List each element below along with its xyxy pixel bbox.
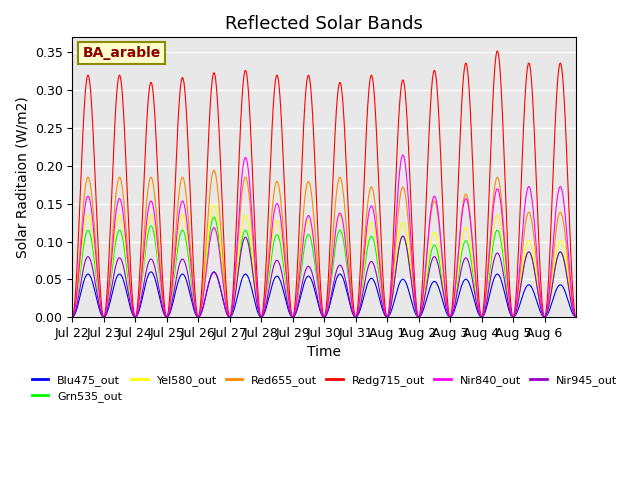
Red655_out <box>495 179 503 185</box>
Line: Nir840_out: Nir840_out <box>72 155 576 317</box>
Grn535_out <box>465 245 473 251</box>
Yel580_out <box>572 314 580 320</box>
Redg715_out <box>495 57 503 63</box>
Line: Red655_out: Red655_out <box>72 170 576 317</box>
Blu475_out <box>566 305 574 311</box>
Red655_out <box>68 314 76 320</box>
Red655_out <box>566 286 574 291</box>
Nir945_out <box>399 233 406 239</box>
Yel580_out <box>388 290 396 296</box>
Nir840_out <box>172 247 179 252</box>
Blu475_out <box>572 314 580 320</box>
Red655_out <box>465 203 473 208</box>
Nir945_out <box>572 314 580 320</box>
Red655_out <box>210 168 218 173</box>
Nir945_out <box>495 252 503 258</box>
Nir840_out <box>388 275 396 281</box>
Nir840_out <box>566 278 574 284</box>
Grn535_out <box>210 214 218 220</box>
Yel580_out <box>433 235 441 240</box>
Nir840_out <box>68 314 76 320</box>
Nir945_out <box>172 280 179 286</box>
Red655_out <box>172 233 179 239</box>
Redg715_out <box>566 245 574 251</box>
Blu475_out <box>172 288 179 294</box>
Blu475_out <box>495 273 503 278</box>
Red655_out <box>572 314 580 320</box>
Nir840_out <box>572 314 580 320</box>
Red655_out <box>433 205 441 211</box>
Grn535_out <box>566 297 574 302</box>
Legend: Blu475_out, Grn535_out, Yel580_out, Red655_out, Redg715_out, Nir840_out, Nir945_: Blu475_out, Grn535_out, Yel580_out, Red6… <box>28 370 621 407</box>
Yel580_out <box>465 233 473 239</box>
Blu475_out <box>147 269 155 275</box>
Nir945_out <box>388 295 396 300</box>
Title: Reflected Solar Bands: Reflected Solar Bands <box>225 15 423 33</box>
Redg715_out <box>572 314 580 320</box>
Blu475_out <box>465 280 473 286</box>
Redg715_out <box>493 48 501 54</box>
Redg715_out <box>433 80 440 86</box>
Nir945_out <box>68 314 76 320</box>
Redg715_out <box>388 257 396 263</box>
Grn535_out <box>388 294 396 300</box>
Nir945_out <box>433 257 441 263</box>
Grn535_out <box>572 314 580 320</box>
Yel580_out <box>172 255 179 261</box>
Nir840_out <box>399 152 406 158</box>
Grn535_out <box>68 314 76 320</box>
Blu475_out <box>68 314 76 320</box>
Line: Blu475_out: Blu475_out <box>72 272 576 317</box>
Y-axis label: Solar Raditaion (W/m2): Solar Raditaion (W/m2) <box>15 96 29 258</box>
Yel580_out <box>566 293 574 299</box>
Nir840_out <box>433 201 441 206</box>
Yel580_out <box>68 314 76 320</box>
Grn535_out <box>433 246 441 252</box>
Yel580_out <box>210 202 218 208</box>
Blu475_out <box>433 281 441 287</box>
Line: Grn535_out: Grn535_out <box>72 217 576 317</box>
Grn535_out <box>172 264 179 269</box>
Redg715_out <box>68 314 76 320</box>
Redg715_out <box>172 175 179 181</box>
Yel580_out <box>495 216 503 221</box>
X-axis label: Time: Time <box>307 346 341 360</box>
Nir945_out <box>465 261 473 266</box>
Grn535_out <box>495 230 503 236</box>
Line: Yel580_out: Yel580_out <box>72 205 576 317</box>
Blu475_out <box>388 305 396 311</box>
Line: Redg715_out: Redg715_out <box>72 51 576 317</box>
Line: Nir945_out: Nir945_out <box>72 236 576 317</box>
Red655_out <box>388 281 396 287</box>
Nir840_out <box>495 191 503 196</box>
Nir945_out <box>566 297 574 302</box>
Redg715_out <box>465 82 473 87</box>
Nir840_out <box>465 207 473 213</box>
Text: BA_arable: BA_arable <box>83 46 161 60</box>
